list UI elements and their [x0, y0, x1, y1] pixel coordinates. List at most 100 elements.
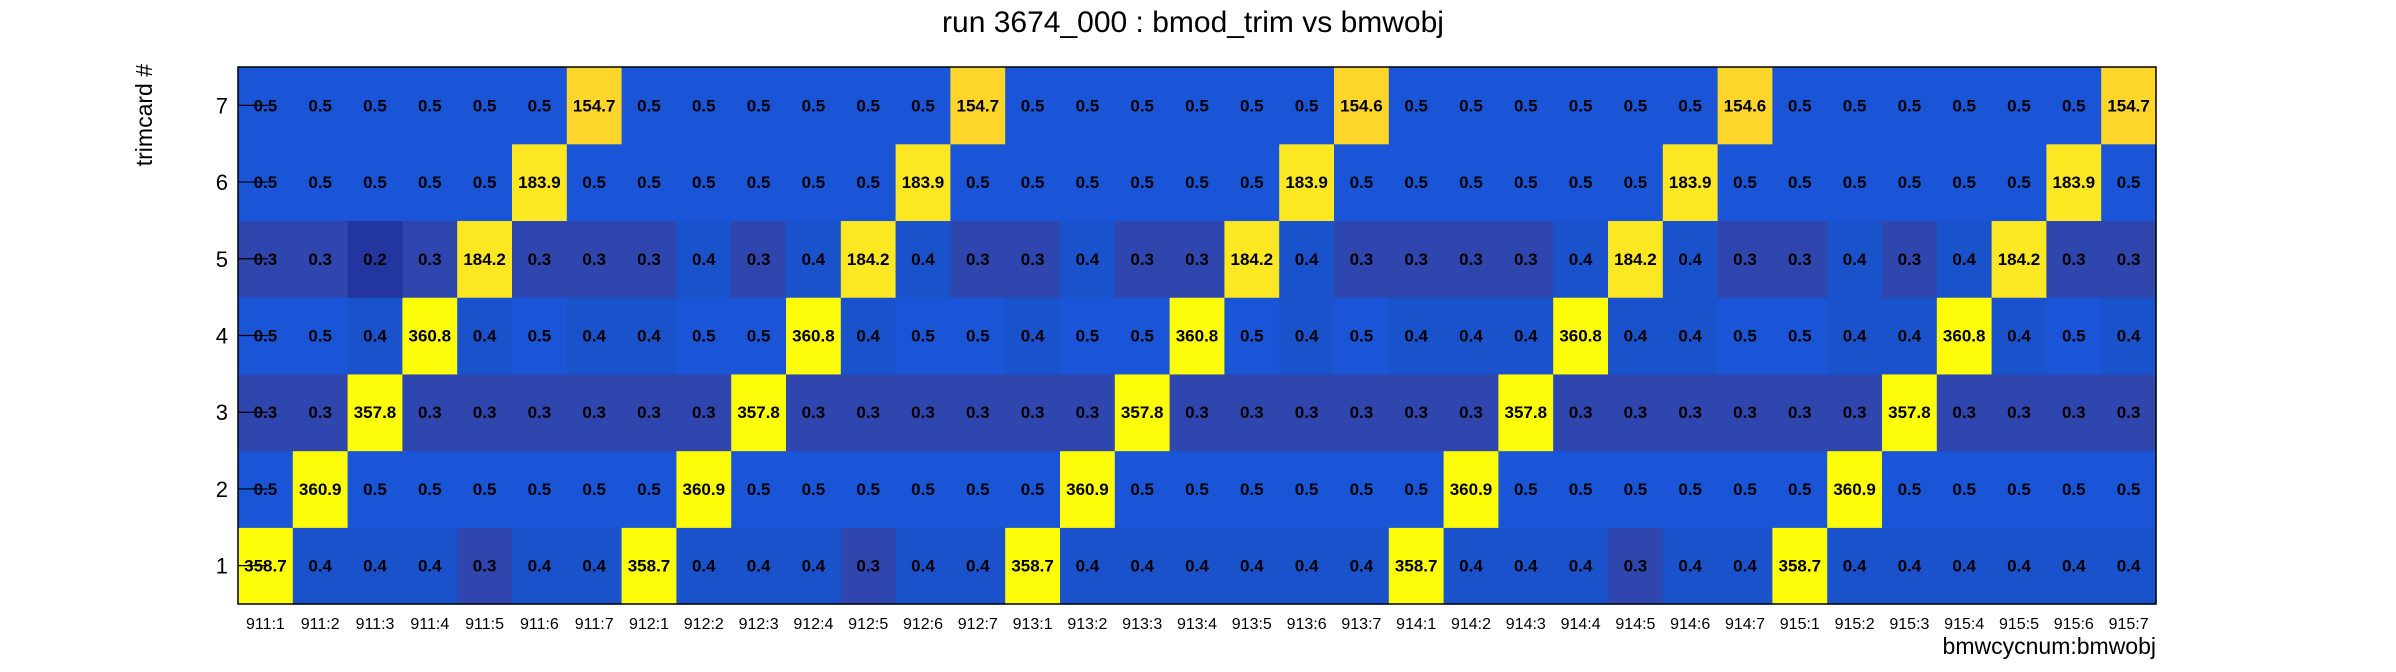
heatmap-cell: [1279, 143, 1335, 222]
heatmap-cell: [786, 220, 842, 298]
heatmap-cell: [1114, 527, 1171, 605]
cell-value-label: 0.3: [1788, 403, 1812, 422]
heatmap-cell: [1662, 527, 1719, 605]
cell-value-label: 184.2: [847, 250, 890, 269]
cell-value-label: 0.3: [966, 250, 990, 269]
cell-value-label: 0.4: [1076, 250, 1100, 269]
heatmap-cell: [1443, 373, 1499, 452]
cell-value-label: 0.5: [1733, 173, 1757, 192]
cell-value-label: 0.5: [966, 480, 990, 499]
heatmap-cell: [1882, 297, 1938, 375]
y-tick-label: 3: [216, 400, 228, 425]
heatmap-cell: [895, 450, 951, 528]
cell-value-label: 0.5: [308, 173, 332, 192]
x-tick-label: 915:7: [2109, 616, 2149, 633]
cell-value-label: 184.2: [1614, 250, 1657, 269]
x-tick-label: 911:2: [301, 616, 340, 633]
heatmap-cell: [1717, 297, 1773, 375]
cell-value-label: 0.4: [1514, 327, 1538, 346]
heatmap-cell: [292, 220, 349, 298]
cell-value-label: 0.5: [418, 480, 442, 499]
cell-value-label: 0.5: [473, 173, 497, 192]
cell-value-label: 0.4: [2007, 327, 2031, 346]
heatmap-cell: [2101, 143, 2157, 222]
heatmap-cell: [1882, 373, 1938, 452]
cell-value-label: 0.5: [1350, 327, 1374, 346]
heatmap-cell: [1224, 220, 1280, 298]
heatmap-cell: [1279, 297, 1335, 375]
heatmap-cell: [786, 450, 842, 528]
x-tick-label: 913:4: [1177, 616, 1217, 633]
heatmap-cell: [512, 297, 568, 375]
cell-value-label: 0.3: [1404, 403, 1428, 422]
heatmap-cell: [1114, 67, 1171, 145]
cell-value-label: 0.3: [1733, 250, 1757, 269]
heatmap-cell: [1388, 220, 1445, 298]
x-tick-label: 913:1: [1013, 616, 1053, 633]
cell-value-label: 0.3: [2062, 403, 2086, 422]
cell-value-label: 0.3: [1404, 250, 1428, 269]
heatmap-cell: [786, 297, 842, 375]
heatmap-cell: [1991, 67, 2047, 145]
cell-value-label: 0.4: [1898, 327, 1922, 346]
cell-value-label: 0.3: [418, 250, 442, 269]
cell-value-label: 0.5: [1404, 173, 1428, 192]
heatmap-cell: [950, 143, 1006, 222]
x-tick-label: 913:5: [1232, 616, 1272, 633]
heatmap-cell: [402, 143, 458, 222]
heatmap-cell: [2101, 527, 2157, 605]
heatmap-cell: [840, 67, 897, 145]
heatmap-cell: [2101, 220, 2157, 298]
cell-value-label: 0.3: [856, 557, 880, 576]
cell-value-label: 357.8: [737, 403, 780, 422]
cell-value-label: 0.4: [363, 327, 387, 346]
heatmap-cell: [950, 67, 1006, 145]
heatmap-cell: [1279, 220, 1335, 298]
heatmap-cell: [2101, 67, 2157, 145]
cell-value-label: 0.3: [2117, 250, 2141, 269]
cell-value-label: 0.5: [1185, 96, 1209, 115]
heatmap-cell: [1553, 220, 1609, 298]
cell-value-label: 0.5: [418, 173, 442, 192]
x-tick-label: 911:6: [520, 616, 559, 633]
heatmap-cell: [1060, 297, 1116, 375]
heatmap-cell: [1608, 67, 1664, 145]
cell-value-label: 360.9: [683, 480, 726, 499]
cell-value-label: 0.5: [308, 327, 332, 346]
x-tick-label: 912:6: [903, 616, 943, 633]
cell-value-label: 0.3: [528, 403, 552, 422]
cell-value-label: 0.3: [1788, 250, 1812, 269]
heatmap-cell: [1717, 67, 1773, 145]
heatmap-cell: [1005, 220, 1061, 298]
heatmap-cell: [676, 220, 732, 298]
cell-value-label: 0.3: [1021, 250, 1045, 269]
heatmap-cell: [1388, 297, 1445, 375]
cell-value-label: 358.7: [1011, 557, 1054, 576]
cell-value-label: 0.5: [1021, 96, 1045, 115]
x-tick-label: 915:3: [1889, 616, 1929, 633]
heatmap-cell: [1498, 450, 1554, 528]
cell-value-label: 0.4: [1678, 557, 1702, 576]
heatmap-cell: [1169, 297, 1225, 375]
cell-value-label: 0.4: [637, 327, 661, 346]
heatmap-cell: [786, 527, 842, 605]
heatmap-cell: [457, 143, 513, 222]
cell-value-label: 0.5: [637, 96, 661, 115]
cell-value-label: 0.5: [1624, 96, 1648, 115]
cell-value-label: 0.4: [1843, 250, 1867, 269]
x-tick-label: 914:2: [1451, 616, 1491, 633]
heatmap-cell: [1114, 450, 1171, 528]
heatmap-cell: [1717, 527, 1773, 605]
heatmap-cell: [1005, 67, 1061, 145]
cell-value-label: 0.3: [473, 403, 497, 422]
heatmap-cell: [786, 373, 842, 452]
cell-value-label: 0.3: [966, 403, 990, 422]
cell-value-label: 0.5: [692, 96, 716, 115]
heatmap-cell: [566, 297, 623, 375]
heatmap-cell: [1991, 527, 2047, 605]
cell-value-label: 0.5: [1404, 480, 1428, 499]
cell-value-label: 0.5: [2062, 480, 2086, 499]
heatmap-cell: [1279, 67, 1335, 145]
cell-value-label: 0.3: [1130, 250, 1154, 269]
heatmap-cell: [731, 220, 787, 298]
